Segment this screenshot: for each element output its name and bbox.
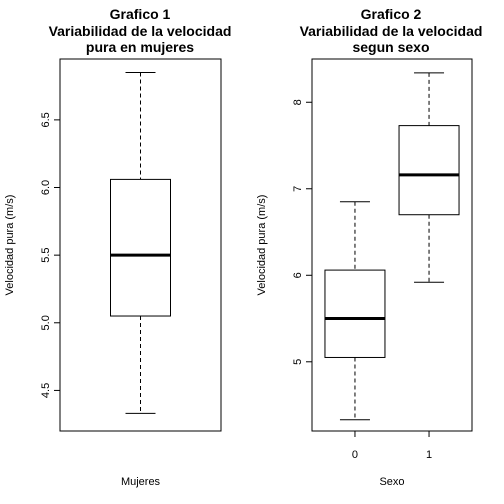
x-axis-label: Sexo bbox=[379, 476, 404, 488]
chart-title-line-3: segun sexo bbox=[352, 39, 429, 55]
y-tick-label: 6.5 bbox=[40, 112, 52, 127]
y-axis-label: Velocidad pura (m/s) bbox=[256, 195, 268, 296]
y-tick-label: 7 bbox=[292, 186, 304, 192]
x-tick-label: 0 bbox=[352, 449, 358, 461]
iqr-box bbox=[324, 269, 386, 358]
plot-frame bbox=[311, 58, 473, 432]
box-0 bbox=[324, 201, 386, 421]
y-tick-label: 5.0 bbox=[40, 315, 52, 330]
y-tick-label: 8 bbox=[292, 99, 304, 105]
y-axis-label: Velocidad pura (m/s) bbox=[4, 195, 16, 296]
iqr-box bbox=[398, 125, 460, 216]
x-tick-label: 1 bbox=[426, 449, 432, 461]
y-tick-label: 4.5 bbox=[40, 383, 52, 398]
y-tick-label: 5.5 bbox=[40, 247, 52, 262]
chart-title-line-2: Variabilidad de la velocidad bbox=[49, 23, 232, 39]
chart-title-line-1: Grafico 1 bbox=[110, 6, 171, 22]
iqr-box bbox=[110, 178, 171, 317]
y-tick-label: 6.0 bbox=[40, 180, 52, 195]
chart-title-line-3: pura en mujeres bbox=[86, 39, 194, 55]
x-axis-label: Mujeres bbox=[121, 476, 161, 488]
y-tick-label: 6 bbox=[292, 272, 304, 278]
plot-frame bbox=[59, 58, 222, 432]
chart-title-line-2: Variabilidad de la velocidad bbox=[300, 23, 483, 39]
box-mujeres bbox=[110, 72, 171, 414]
y-tick-label: 5 bbox=[292, 359, 304, 365]
box-1 bbox=[398, 72, 460, 283]
chart-title-line-1: Grafico 2 bbox=[361, 6, 422, 22]
